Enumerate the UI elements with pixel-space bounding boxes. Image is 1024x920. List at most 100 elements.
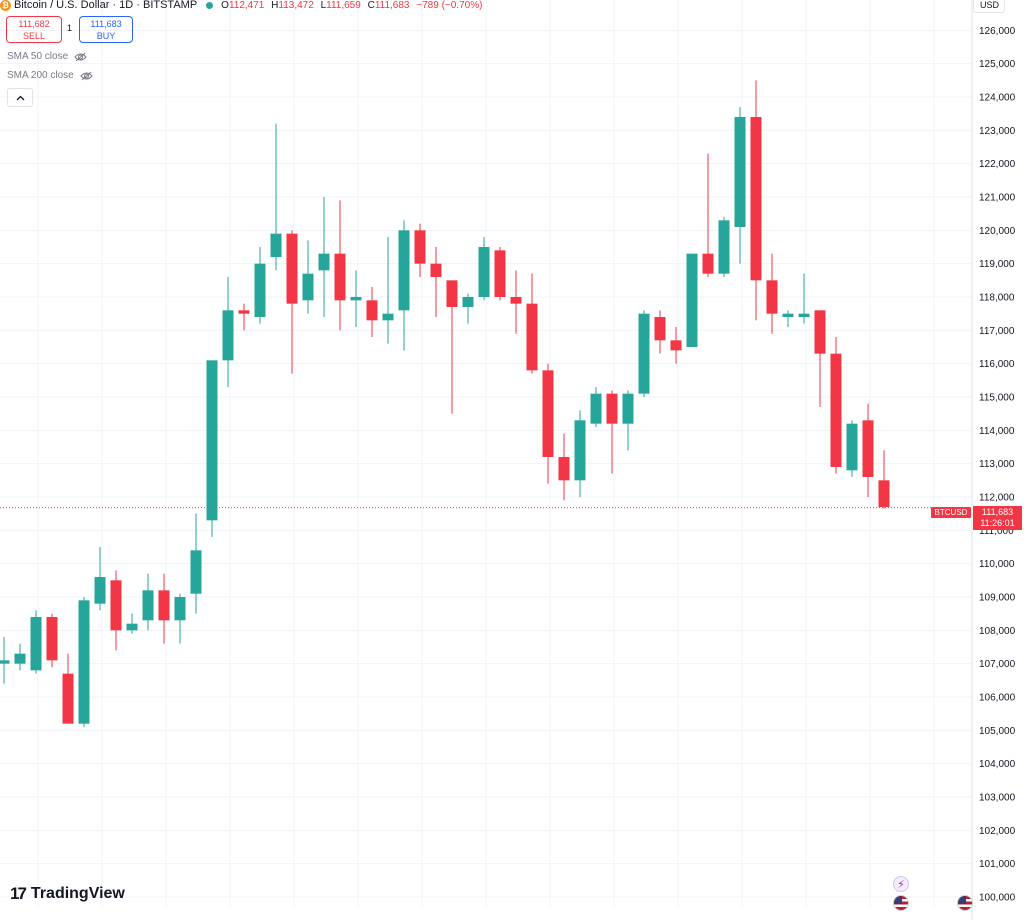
candle-down [430, 263, 442, 277]
market-open-status-icon [206, 1, 214, 9]
candle-down [814, 310, 826, 354]
collapse-legend-button[interactable] [7, 88, 33, 107]
candle-up [302, 273, 314, 301]
candle-up [590, 393, 602, 424]
y-tick-label: 104,000 [979, 759, 1016, 770]
eye-off-icon[interactable] [80, 71, 93, 81]
candle-up [270, 233, 282, 257]
candle-down [510, 297, 522, 304]
y-tick-label: 124,000 [979, 93, 1016, 104]
close-value: 111,683 [374, 0, 410, 11]
candle-down [446, 280, 458, 307]
y-tick-label: 102,000 [979, 826, 1016, 837]
y-tick-label: 122,000 [979, 159, 1016, 170]
y-tick-label: 115,000 [979, 393, 1015, 404]
candle-up [478, 247, 490, 297]
high-value: 113,472 [278, 0, 314, 11]
candle-up [718, 220, 730, 274]
candle-down [702, 253, 714, 274]
y-tick-label: 103,000 [979, 793, 1016, 804]
candle-up [574, 420, 586, 481]
us-flag-event-icon[interactable] [893, 895, 909, 911]
us-flag-event-icon[interactable] [957, 895, 973, 911]
y-tick-label: 119,000 [979, 259, 1015, 270]
candle-down [238, 310, 250, 314]
sell-label: SELL [22, 31, 46, 41]
tradingview-logo[interactable]: 17 TradingView [10, 884, 125, 904]
candle-up [686, 253, 698, 347]
y-tick-label: 117,000 [979, 326, 1015, 337]
candle-up [94, 577, 106, 604]
candle-up [206, 360, 218, 521]
candle-down [334, 253, 346, 301]
y-tick-label: 121,000 [979, 193, 1016, 204]
sell-button[interactable]: 111,682 SELL [6, 16, 62, 43]
y-tick-label: 110,000 [979, 559, 1015, 570]
candle-down [286, 233, 298, 304]
candle-up [638, 313, 650, 394]
candle-up [798, 313, 810, 317]
candle-down [62, 673, 74, 724]
change-value: −789 (−0.70%) [416, 0, 483, 11]
candle-down [878, 480, 890, 507]
candle-down [606, 393, 618, 424]
candle-up [142, 590, 154, 621]
candle-down [46, 617, 58, 661]
candle-up [126, 623, 138, 631]
candle-down [414, 230, 426, 264]
y-tick-label: 123,000 [979, 126, 1016, 137]
y-tick-label: 126,000 [979, 26, 1016, 37]
candle-down [830, 353, 842, 467]
symbol-header: ₿ Bitcoin / U.S. Dollar · 1D · BITSTAMP … [0, 0, 486, 13]
y-tick-label: 100,000 [979, 893, 1016, 904]
candle-down [158, 590, 170, 621]
candle-up [398, 230, 410, 311]
candle-up [222, 310, 234, 361]
chevron-up-icon [16, 95, 24, 100]
candle-down [494, 250, 506, 297]
buy-label: BUY [96, 31, 116, 41]
y-tick-label: 114,000 [979, 426, 1015, 437]
candle-up [734, 117, 746, 227]
candle-up [0, 660, 10, 664]
buy-button[interactable]: 111,683 BUY [79, 16, 133, 43]
spread-value: 1 [67, 23, 73, 33]
candle-up [318, 253, 330, 271]
y-tick-label: 112,000 [979, 493, 1015, 504]
candle-down [558, 457, 570, 481]
bar-countdown: 11:26:01 [980, 518, 1015, 528]
symbol-price-tag: BTCUSD [931, 507, 971, 518]
y-tick-label: 108,000 [979, 626, 1016, 637]
candle-down [110, 580, 122, 631]
candle-up [350, 297, 362, 301]
candle-down [862, 420, 874, 477]
symbol-title[interactable]: Bitcoin / U.S. Dollar · 1D · BITSTAMP [14, 0, 198, 11]
y-tick-label: 111,000 [979, 526, 1014, 537]
candle-up [78, 600, 90, 724]
y-tick-label: 125,000 [979, 59, 1016, 70]
candle-up [14, 653, 26, 664]
y-tick-label: 116,000 [979, 359, 1015, 370]
currency-selector[interactable]: USD [973, 0, 1005, 13]
y-tick-label: 118,000 [979, 293, 1015, 304]
last-price-value: 111,683 [981, 507, 1014, 517]
y-tick-label: 107,000 [979, 659, 1016, 670]
brand-name: TradingView [30, 885, 125, 902]
candle-down [766, 280, 778, 314]
sell-price: 111,682 [18, 19, 50, 29]
y-tick-label: 101,000 [979, 859, 1016, 870]
last-price-label: 111,683 11:26:01 [973, 506, 1022, 530]
candle-up [174, 597, 186, 621]
bitcoin-logo-icon: ₿ [0, 0, 11, 11]
candle-down [366, 300, 378, 321]
candle-down [750, 117, 762, 281]
indicator-sma-50[interactable]: SMA 50 close [7, 51, 87, 62]
y-tick-label: 105,000 [979, 726, 1016, 737]
buy-price: 111,683 [90, 19, 122, 29]
ohlc-readout: O112,471 H113,472 L111,659 C111,683 −789… [221, 0, 483, 11]
lightning-event-icon[interactable]: ⚡ [893, 876, 909, 892]
y-tick-label: 120,000 [979, 226, 1016, 237]
indicator-sma-200[interactable]: SMA 200 close [7, 70, 93, 81]
eye-off-icon[interactable] [74, 52, 87, 62]
